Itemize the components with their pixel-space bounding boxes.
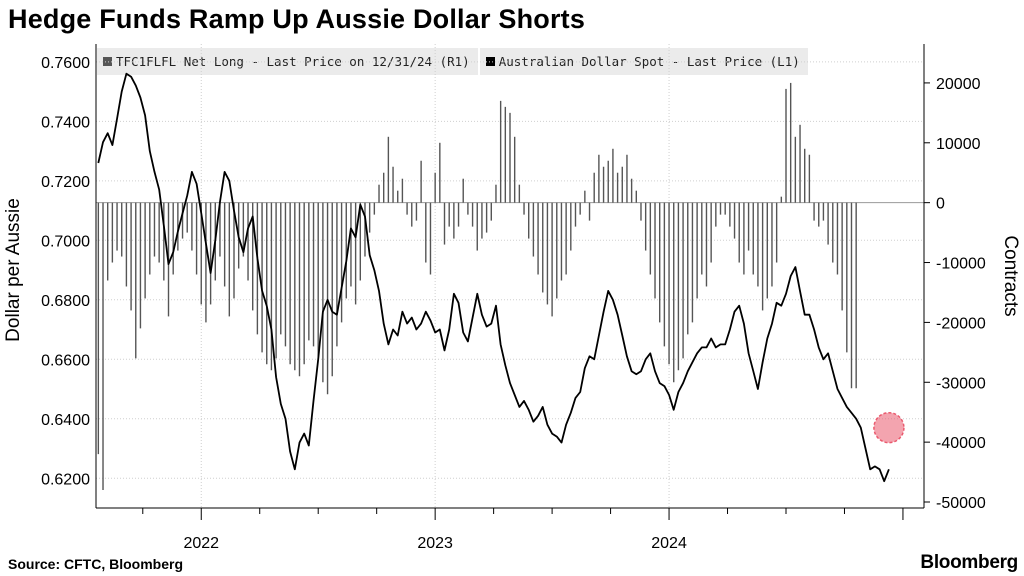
aud-spot-line-group xyxy=(97,72,890,483)
bloomberg-logo: Bloomberg xyxy=(920,552,1018,573)
left-tick-label: 0.7200 xyxy=(41,174,90,191)
chart-legend: TFC1FLFL Net Long - Last Price on 12/31/… xyxy=(97,48,808,75)
right-tick-label: -30000 xyxy=(936,375,986,392)
right-tick-label: -10000 xyxy=(936,256,986,273)
right-tick-label: 10000 xyxy=(936,136,981,153)
highlight-circle xyxy=(873,411,905,444)
left-tick-label: 0.6600 xyxy=(41,352,90,369)
left-tick-label: 0.7000 xyxy=(41,233,90,250)
x-tick-label: 2023 xyxy=(417,535,453,552)
legend-item-aud-spot: Australian Dollar Spot - Last Price (L1) xyxy=(477,48,808,75)
left-tick-label: 0.6400 xyxy=(41,412,90,429)
left-tick-label: 0.6800 xyxy=(41,293,90,310)
legend-swatch-net-long xyxy=(103,57,112,66)
legend-label-aud-spot: Australian Dollar Spot - Last Price (L1) xyxy=(498,54,800,69)
net-long-bars xyxy=(97,82,857,491)
left-tick-label: 0.7600 xyxy=(41,55,90,72)
left-tick-label: 0.7400 xyxy=(41,114,90,131)
legend-swatch-aud-spot xyxy=(485,57,495,66)
right-tick-label: -50000 xyxy=(936,495,986,512)
right-tick-label: 20000 xyxy=(936,76,981,93)
aud-spot-line xyxy=(97,72,890,483)
source-note: Source: CFTC, Bloomberg xyxy=(8,556,184,572)
annotation-group xyxy=(873,411,905,444)
right-tick-label: -40000 xyxy=(936,435,986,452)
left-tick-label: 0.6200 xyxy=(41,471,90,488)
legend-label-net-long: TFC1FLFL Net Long - Last Price on 12/31/… xyxy=(116,54,470,69)
x-tick-label: 2024 xyxy=(651,535,687,552)
chart-title: Hedge Funds Ramp Up Aussie Dollar Shorts xyxy=(8,4,586,34)
right-tick-label: -20000 xyxy=(936,315,986,332)
axes: 0.6200 0.6400 0.6600 0.6800 0.7000 0.7200 0.74… xyxy=(41,44,986,552)
x-tick-label: 2022 xyxy=(183,535,219,552)
right-tick-label: 0 xyxy=(936,196,945,213)
legend-item-net-long: TFC1FLFL Net Long - Last Price on 12/31/… xyxy=(97,48,478,75)
